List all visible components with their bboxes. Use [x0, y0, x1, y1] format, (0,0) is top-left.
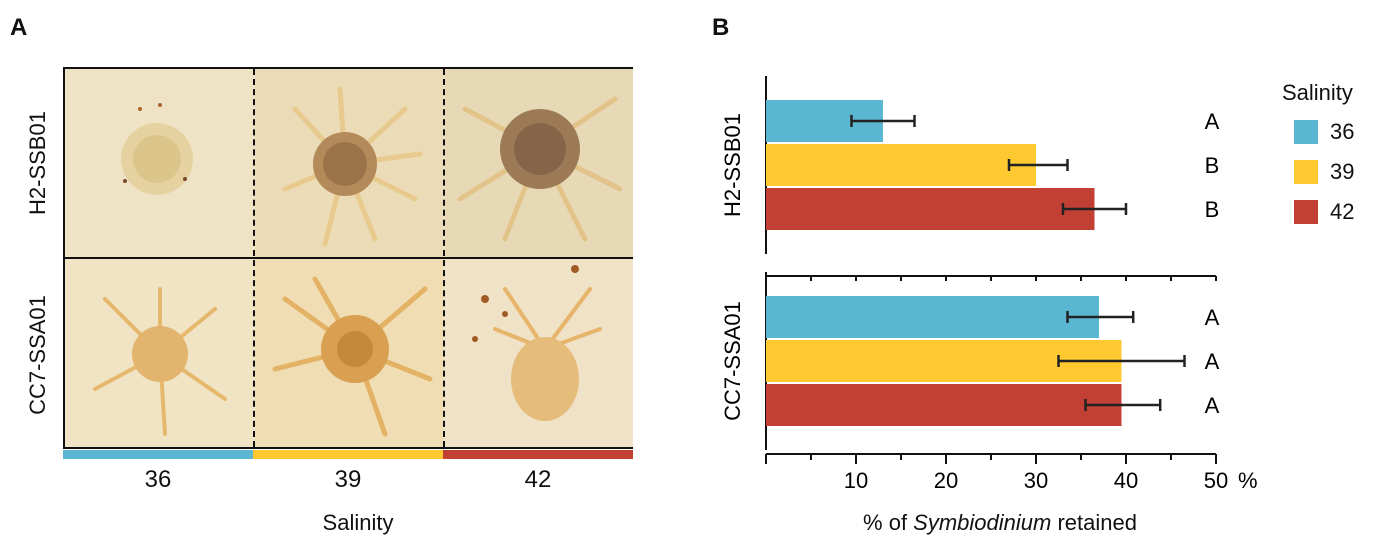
anemone-photo-image: [65, 259, 254, 447]
legend-swatch-36: [1294, 120, 1318, 144]
anemone-photo-image: [445, 259, 633, 447]
legend-label-42: 42: [1330, 199, 1355, 224]
photo-h2-ssb01-39: [255, 69, 444, 257]
salinity-bar-42: [443, 450, 633, 459]
row-label-h2-ssb01: H2-SSB01: [25, 111, 50, 215]
x-tick-label: 50: [1204, 468, 1228, 493]
significance-letter: A: [1205, 349, 1220, 374]
panel-b-letter: B: [712, 14, 730, 41]
bar: [766, 144, 1036, 186]
bar: [766, 384, 1122, 426]
xlabel-prefix: % of: [863, 510, 914, 535]
salinity-tick-36: 36: [144, 466, 172, 493]
panel-a-letter: A: [10, 14, 28, 41]
xlabel-italic: Symbiodinium: [913, 510, 1052, 535]
panel-a-xlabel: Salinity: [322, 510, 394, 535]
anemone-photo-image: [445, 69, 633, 257]
legend-item-42: 42: [1282, 192, 1354, 232]
legend-label-36: 36: [1330, 119, 1355, 144]
row-divider: [65, 257, 631, 259]
significance-letter: B: [1205, 197, 1220, 222]
significance-letter: B: [1205, 153, 1220, 178]
salinity-bar-36: [63, 450, 253, 459]
xlabel-suffix: retained: [1051, 510, 1137, 535]
salinity-tick-39: 39: [334, 466, 362, 493]
anemone-photo-image: [255, 69, 444, 257]
x-tick-label: 40: [1114, 468, 1138, 493]
group-label: H2-SSB01: [720, 113, 745, 217]
significance-letter: A: [1205, 109, 1220, 134]
significance-letter: A: [1205, 305, 1220, 330]
bar: [766, 296, 1099, 338]
x-tick-label: 10: [844, 468, 868, 493]
legend-item-39: 39: [1282, 152, 1354, 192]
significance-letter: A: [1205, 393, 1220, 418]
salinity-bar-39: [253, 450, 443, 459]
photo-cc7-ssa01-39: [255, 259, 444, 447]
salinity-tick-42: 42: [524, 466, 552, 493]
legend-label-39: 39: [1330, 159, 1355, 184]
anemone-photo-image: [65, 69, 254, 257]
x-unit-label: %: [1238, 468, 1258, 493]
row-label-cc7-ssa01: CC7-SSA01: [25, 295, 50, 415]
anemone-oral-disc: [133, 135, 181, 183]
photo-h2-ssb01-36: [65, 69, 254, 257]
x-tick-label: 30: [1024, 468, 1048, 493]
bar: [766, 188, 1095, 230]
photo-cc7-ssa01-36: [65, 259, 254, 447]
legend-item-36: 36: [1282, 112, 1354, 152]
anemone-photo-image: [255, 259, 444, 447]
salinity-legend: Salinity 36 39 42: [1282, 80, 1354, 232]
photo-h2-ssb01-42: [445, 69, 633, 257]
x-tick-label: 20: [934, 468, 958, 493]
anemone-photo-grid: [63, 67, 633, 449]
legend-swatch-39: [1294, 160, 1318, 184]
legend-swatch-42: [1294, 200, 1318, 224]
chart-xlabel: % of Symbiodinium retained: [820, 510, 1180, 536]
photo-cc7-ssa01-42: [445, 259, 633, 447]
legend-title: Salinity: [1282, 80, 1353, 105]
group-label: CC7-SSA01: [720, 301, 745, 421]
